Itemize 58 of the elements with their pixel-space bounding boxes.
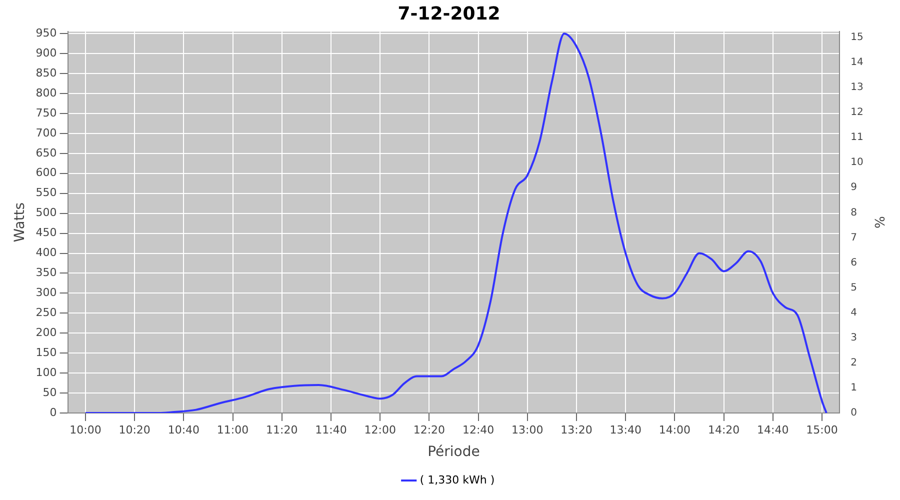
y-tick-label: 700: [36, 126, 57, 140]
x-tick-label: 11:20: [266, 423, 298, 436]
y2-tick-label: 5: [850, 282, 858, 294]
y-tick-label: 250: [36, 306, 57, 320]
x-tick-label: 13:40: [610, 423, 642, 436]
x-tick-label: 15:00: [806, 423, 838, 436]
x-tick-label: 10:40: [168, 423, 200, 436]
x-tick-label: 13:00: [512, 423, 544, 436]
y-tick-label: 600: [36, 166, 57, 180]
y2-tick-label: 13: [850, 82, 864, 94]
y2-tick-label: 6: [850, 257, 858, 268]
y2-axis-title: %: [870, 216, 886, 228]
y-tick-label: 300: [36, 286, 57, 300]
y-tick-label: 900: [36, 46, 57, 60]
y-tick-label: 650: [36, 146, 57, 160]
y2-tick-label: 4: [850, 307, 858, 318]
x-tick-label: 12:40: [462, 423, 494, 436]
y2-tick-label: 0: [850, 408, 858, 419]
x-tick-label: 11:40: [315, 423, 347, 436]
x-axis-title: Période: [428, 444, 480, 460]
x-tick-label: 12:00: [364, 423, 396, 436]
y-tick-label: 950: [36, 26, 57, 40]
y-tick-label: 350: [36, 266, 57, 280]
x-tick-label: 10:00: [70, 423, 102, 436]
y-tick-label: 850: [36, 66, 57, 80]
y-tick-label: 750: [36, 106, 57, 120]
legend-label: ( 1,330 kWh ): [420, 473, 495, 486]
y-tick-label: 550: [36, 186, 57, 200]
y-tick-label: 800: [36, 86, 57, 100]
x-tick-label: 14:40: [757, 423, 789, 436]
y2-tick-label: 10: [850, 157, 864, 168]
line-series: [84, 32, 828, 413]
chart-title: 7-12-2012: [398, 3, 500, 24]
y-axis-title: Watts: [12, 202, 28, 242]
y-tick-label: 450: [36, 226, 57, 240]
y2-tick-label: 12: [850, 107, 864, 118]
x-tick-label: 10:20: [118, 423, 150, 436]
y-tick-label: 100: [36, 366, 57, 379]
y2-tick-label: 1: [850, 382, 858, 394]
y2-tick-label: 14: [850, 56, 864, 68]
y2-tick-label: 2: [850, 358, 858, 369]
x-tick-label: 11:00: [216, 423, 249, 436]
x-tick-label: 13:20: [560, 423, 592, 436]
y2-tick-label: 9: [850, 182, 858, 194]
y-tick-label: 500: [36, 206, 57, 220]
y-tick-label: 50: [42, 386, 57, 399]
y2-tick-label: 11: [850, 132, 864, 144]
y-tick-label: 200: [36, 326, 57, 339]
y-tick-label: 150: [36, 346, 57, 359]
x-tick-label: 14:20: [708, 423, 740, 436]
y-tick-label: 400: [36, 246, 57, 260]
y-tick-label: 0: [50, 406, 57, 419]
y2-tick-label: 15: [850, 32, 864, 43]
y2-tick-label: 3: [850, 332, 858, 344]
y2-tick-label: 7: [850, 232, 858, 244]
y2-tick-label: 8: [850, 207, 858, 218]
x-tick-label: 14:00: [658, 423, 691, 436]
x-tick-label: 12:20: [413, 423, 446, 436]
